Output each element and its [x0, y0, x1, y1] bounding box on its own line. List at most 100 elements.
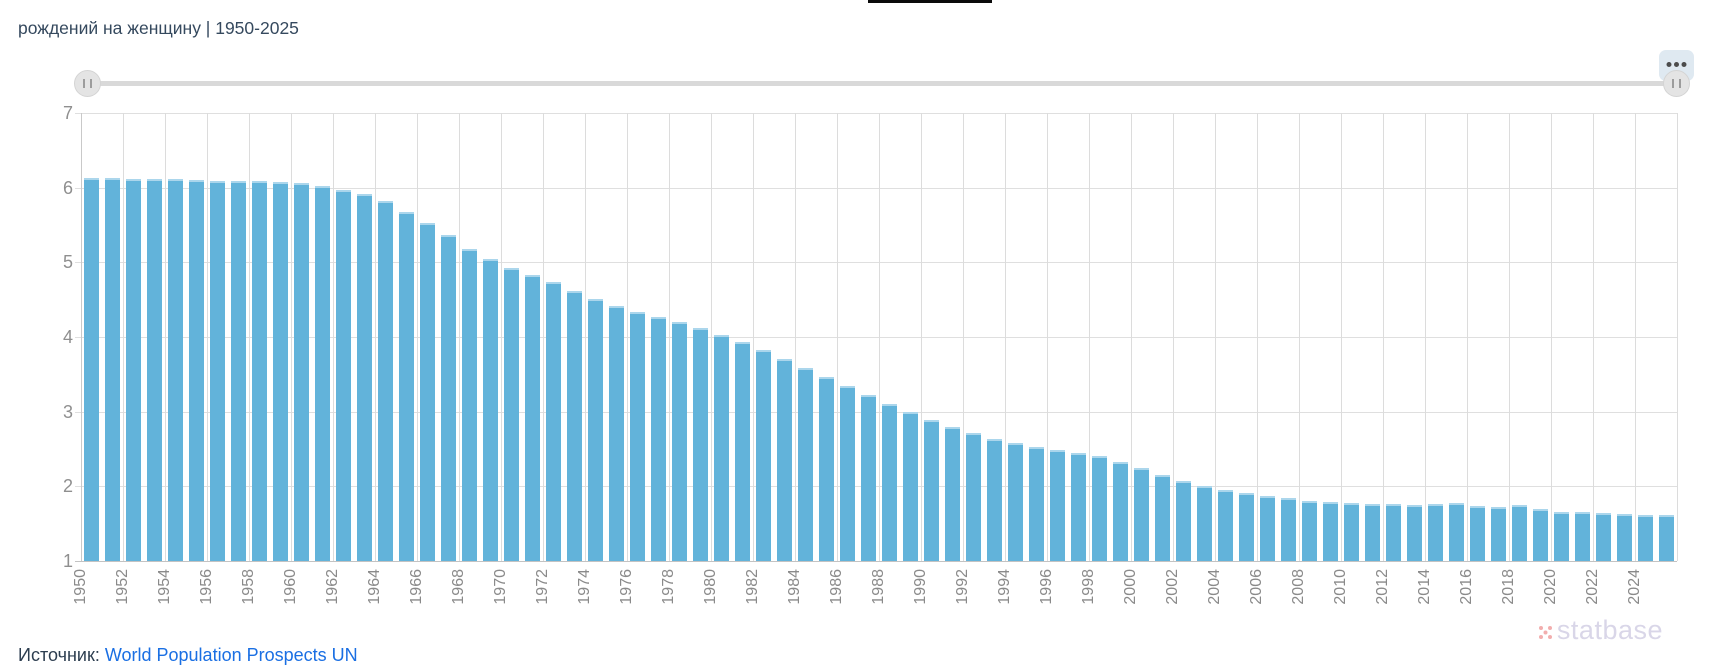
- bar-1963[interactable]: [357, 194, 372, 561]
- bar-1958[interactable]: [252, 180, 267, 561]
- bar-2019[interactable]: [1533, 508, 1548, 561]
- bar-1961[interactable]: [315, 186, 330, 561]
- slider-handle-left[interactable]: [74, 70, 101, 97]
- source-link[interactable]: World Population Prospects UN: [104, 645, 358, 665]
- bar-1985[interactable]: [819, 376, 834, 561]
- bar-1967[interactable]: [441, 235, 456, 561]
- bar-1996[interactable]: [1050, 449, 1065, 561]
- bar-1950[interactable]: [84, 177, 99, 561]
- gridline-x-1984: [795, 113, 796, 561]
- x-axis-label-2002: 2002: [1164, 569, 1181, 605]
- gridline-x-2002: [1173, 113, 1174, 561]
- bar-1995[interactable]: [1029, 446, 1044, 561]
- bar-1957[interactable]: [231, 180, 246, 561]
- bar-2001[interactable]: [1155, 475, 1170, 561]
- bar-2020[interactable]: [1554, 511, 1569, 561]
- bar-2024[interactable]: [1638, 514, 1653, 561]
- bar-1975[interactable]: [609, 305, 624, 561]
- bar-2006[interactable]: [1260, 496, 1275, 561]
- bar-1962[interactable]: [336, 189, 351, 561]
- bar-1971[interactable]: [525, 275, 540, 561]
- x-axis-label-1968: 1968: [450, 569, 467, 605]
- bar-1991[interactable]: [945, 427, 960, 561]
- bar-1989[interactable]: [903, 412, 918, 561]
- bar-1993[interactable]: [987, 438, 1002, 561]
- bar-1972[interactable]: [546, 282, 561, 561]
- gridline-x-1980: [711, 113, 712, 561]
- x-axis-label-1950: 1950: [72, 569, 89, 605]
- gridline-x-1954: [165, 113, 166, 561]
- bar-1970[interactable]: [504, 267, 519, 561]
- bar-2022[interactable]: [1596, 513, 1611, 561]
- bar-1952[interactable]: [126, 178, 141, 561]
- gridline-y-5: [75, 262, 1677, 264]
- bar-2011[interactable]: [1365, 503, 1380, 561]
- bar-2012[interactable]: [1386, 504, 1401, 561]
- bar-2021[interactable]: [1575, 512, 1590, 561]
- gridline-x-2016: [1467, 113, 1468, 561]
- bar-1982[interactable]: [756, 350, 771, 561]
- bar-2017[interactable]: [1491, 507, 1506, 561]
- bar-2007[interactable]: [1281, 498, 1296, 561]
- bar-1987[interactable]: [861, 395, 876, 561]
- bar-2013[interactable]: [1407, 505, 1422, 561]
- bar-1997[interactable]: [1071, 452, 1086, 561]
- y-axis-label-2: 2: [62, 476, 73, 497]
- bar-1981[interactable]: [735, 342, 750, 561]
- top-border-line: [868, 0, 992, 3]
- bar-2023[interactable]: [1617, 513, 1632, 561]
- bar-1983[interactable]: [777, 358, 792, 561]
- gridline-x-1966: [417, 113, 418, 561]
- gridline-x-1962: [333, 113, 334, 561]
- gridline-x-1988: [879, 113, 880, 561]
- bar-1998[interactable]: [1092, 456, 1107, 561]
- bar-1955[interactable]: [189, 180, 204, 561]
- bar-2025[interactable]: [1659, 515, 1674, 561]
- bar-2004[interactable]: [1218, 490, 1233, 561]
- bar-1986[interactable]: [840, 385, 855, 561]
- bar-1988[interactable]: [882, 404, 897, 561]
- bar-1994[interactable]: [1008, 443, 1023, 561]
- year-range-slider-track[interactable]: [95, 81, 1672, 86]
- bar-1977[interactable]: [651, 316, 666, 561]
- bar-1956[interactable]: [210, 180, 225, 561]
- bar-1979[interactable]: [693, 328, 708, 561]
- bar-2009[interactable]: [1323, 502, 1338, 561]
- bar-2008[interactable]: [1302, 500, 1317, 561]
- bar-1973[interactable]: [567, 290, 582, 561]
- bar-2005[interactable]: [1239, 493, 1254, 561]
- bar-1960[interactable]: [294, 183, 309, 561]
- bar-1951[interactable]: [105, 177, 120, 561]
- bar-1969[interactable]: [483, 259, 498, 561]
- bar-1953[interactable]: [147, 179, 162, 561]
- bar-1954[interactable]: [168, 179, 183, 561]
- bar-2015[interactable]: [1449, 502, 1464, 561]
- x-axis-label-2012: 2012: [1374, 569, 1391, 605]
- bar-1959[interactable]: [273, 181, 288, 561]
- bar-1978[interactable]: [672, 322, 687, 561]
- bar-2002[interactable]: [1176, 481, 1191, 561]
- bar-1966[interactable]: [420, 222, 435, 561]
- bar-1984[interactable]: [798, 367, 813, 561]
- bar-1976[interactable]: [630, 311, 645, 561]
- bar-1980[interactable]: [714, 334, 729, 561]
- gridline-x-2010: [1341, 113, 1342, 561]
- bar-1964[interactable]: [378, 201, 393, 561]
- bar-1990[interactable]: [924, 419, 939, 561]
- bar-2000[interactable]: [1134, 468, 1149, 561]
- gridline-x-2004: [1215, 113, 1216, 561]
- x-axis-label-1972: 1972: [534, 569, 551, 605]
- bar-2018[interactable]: [1512, 505, 1527, 561]
- gridline-x-2018: [1509, 113, 1510, 561]
- bar-1999[interactable]: [1113, 462, 1128, 561]
- bar-2014[interactable]: [1428, 504, 1443, 561]
- bar-2003[interactable]: [1197, 486, 1212, 561]
- x-axis-label-2020: 2020: [1542, 569, 1559, 605]
- bar-2010[interactable]: [1344, 502, 1359, 561]
- bar-1992[interactable]: [966, 433, 981, 561]
- bar-2016[interactable]: [1470, 506, 1485, 561]
- slider-handle-right[interactable]: [1663, 70, 1690, 97]
- bar-1968[interactable]: [462, 248, 477, 561]
- bar-1974[interactable]: [588, 298, 603, 561]
- bar-1965[interactable]: [399, 211, 414, 561]
